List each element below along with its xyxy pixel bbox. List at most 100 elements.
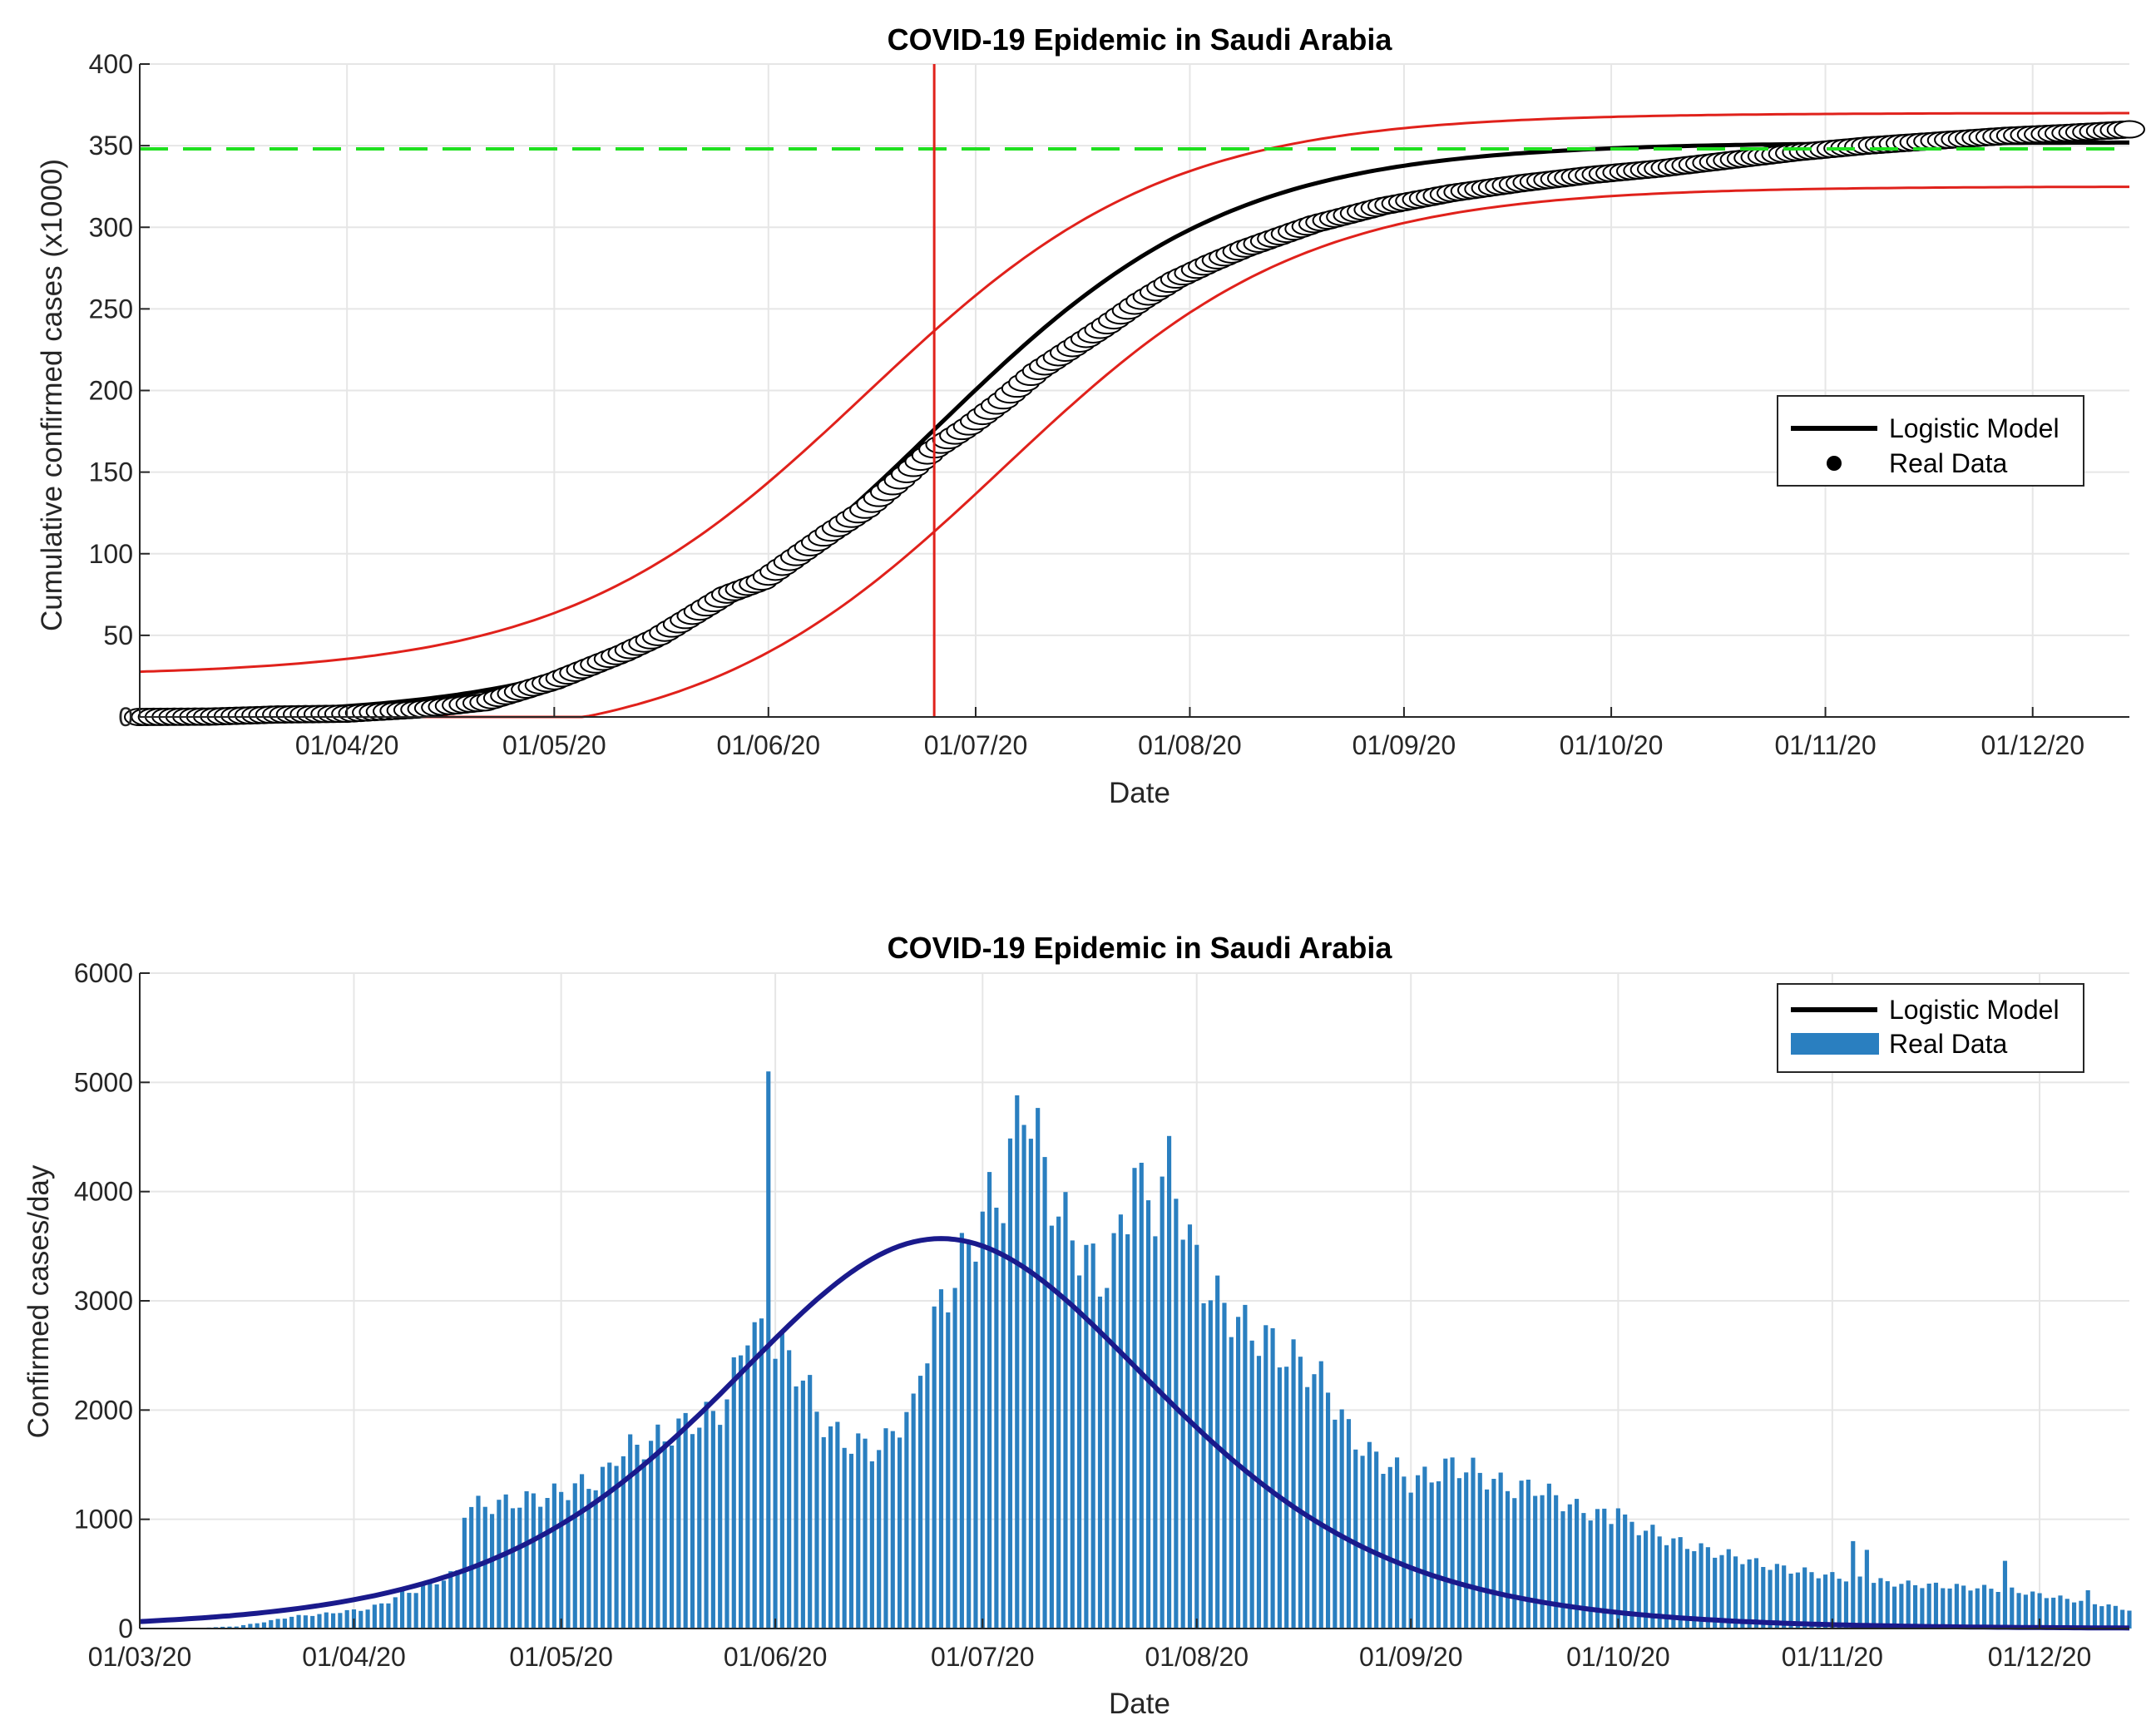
daily-case-bar [497,1500,502,1629]
daily-case-bar [890,1431,895,1629]
daily-case-bar [1519,1480,1524,1629]
daily-case-bar [1353,1449,1358,1629]
daily-case-bar [400,1590,405,1629]
daily-case-bar [303,1615,308,1629]
bottom-y-axis-label: Confirmed cases/day [22,1164,55,1438]
daily-case-bar [1782,1565,1787,1629]
bottom-x-tick-label: 01/03/20 [88,1642,192,1672]
daily-case-bar [503,1494,508,1629]
daily-case-bar [1381,1474,1386,1629]
top-legend: Logistic Model Real Data [1777,395,2084,487]
daily-case-bar [1222,1302,1227,1629]
daily-case-bar [372,1604,377,1629]
daily-case-bar [1823,1574,1828,1629]
daily-case-bar [1726,1549,1731,1629]
daily-case-bar [1402,1476,1407,1629]
daily-case-bar [1699,1543,1704,1629]
top-x-tick-label: 01/08/20 [1138,730,1242,760]
daily-case-bar [1180,1239,1185,1629]
daily-case-bar [490,1514,495,1629]
daily-case-bar [365,1609,370,1629]
daily-case-bar [545,1498,550,1629]
top-x-tick-label: 01/11/20 [1774,730,1876,760]
daily-case-bar [710,1411,715,1629]
bottom-y-tick-label: 0 [118,1614,133,1644]
confidence-bound-line [139,111,2129,674]
daily-case-bar [1933,1582,1939,1629]
daily-case-bar [1650,1525,1655,1629]
bottom-series [139,1236,2130,1631]
daily-case-bar [1554,1495,1559,1629]
daily-case-bar [973,1261,978,1629]
daily-case-bar [1857,1576,1862,1629]
bottom-y-tick-label: 4000 [74,1177,133,1207]
daily-case-bar [821,1436,826,1629]
daily-case-bar [1892,1586,1897,1629]
daily-case-bar [1007,1138,1013,1629]
bottom-y-tick-label: 6000 [74,958,133,988]
daily-case-bar [338,1613,343,1629]
daily-case-bar [952,1288,957,1629]
top-series [124,64,2145,726]
bottom-legend: Logistic Model Real Data [1777,983,2084,1073]
daily-case-bar [918,1376,923,1629]
daily-case-bar [2058,1595,2063,1629]
daily-case-bar [393,1597,398,1629]
top-y-tick-label: 350 [89,131,133,161]
daily-case-bar [1512,1498,1517,1629]
bottom-x-tick-label: 01/04/20 [302,1642,406,1672]
daily-case-bar [1664,1545,1669,1629]
daily-case-bar [476,1495,481,1629]
daily-case-bar [690,1434,695,1629]
top-x-tick-label: 01/12/20 [1980,730,2084,760]
daily-case-bar [1809,1572,1814,1629]
daily-case-bar [448,1571,453,1629]
daily-case-bar [1906,1580,1911,1629]
daily-case-bar [1851,1540,1856,1629]
daily-case-bar [2037,1593,2042,1629]
daily-case-bar [1505,1490,1511,1629]
top-legend-data-label: Real Data [1889,448,2008,478]
daily-case-bar [1837,1579,1842,1629]
daily-case-bar [869,1461,874,1629]
top-x-tick-labels: 01/04/20 01/05/20 01/06/20 01/07/20 01/08/20… [295,730,2084,760]
top-legend-box [1777,395,2084,487]
real-data-marker [2114,120,2145,139]
daily-case-bar [248,1624,253,1629]
daily-case-bar [2010,1587,2015,1629]
bottom-legend-data-label: Real Data [1889,1029,2008,1059]
daily-case-bar [1615,1508,1620,1629]
top-y-axis-label: Cumulative confirmed cases (x1000) [36,159,68,631]
daily-case-bar [1001,1223,1006,1629]
daily-case-bar [794,1386,799,1629]
bottom-y-tick-label: 2000 [74,1395,133,1425]
daily-case-bar [359,1610,363,1629]
daily-case-bar [1843,1581,1849,1629]
daily-case-bar [1575,1499,1580,1629]
bottom-x-tick-label: 01/12/20 [1988,1642,2092,1672]
daily-case-bar [1872,1583,1877,1629]
daily-case-bar [1982,1584,1987,1629]
daily-case-bar [407,1593,412,1629]
daily-case-bar [1436,1481,1441,1629]
bottom-x-tick-label: 01/08/20 [1145,1642,1249,1672]
daily-case-bar [1705,1547,1710,1629]
daily-chart: COVID-19 Epidemic in Saudi Arabia 0 1000 2… [22,931,2132,1720]
daily-case-bar [628,1434,633,1629]
daily-case-bar [1291,1339,1296,1629]
daily-case-bar [994,1208,999,1629]
daily-case-bar [655,1424,660,1629]
daily-case-bar [462,1517,467,1629]
daily-case-bar [1740,1564,1745,1629]
daily-case-bar [1546,1483,1551,1629]
daily-case-bar [1477,1472,1482,1629]
daily-case-bar [1229,1337,1234,1629]
top-x-tick-label: 01/09/20 [1352,730,1456,760]
bottom-y-tick-label: 5000 [74,1067,133,1097]
daily-case-bar [967,1239,972,1629]
daily-case-bar [344,1609,349,1629]
top-chart-title: COVID-19 Epidemic in Saudi Arabia [888,22,1393,57]
top-axes [139,63,2129,718]
top-x-tick-label: 01/07/20 [924,730,1028,760]
daily-case-bar [1118,1214,1123,1629]
